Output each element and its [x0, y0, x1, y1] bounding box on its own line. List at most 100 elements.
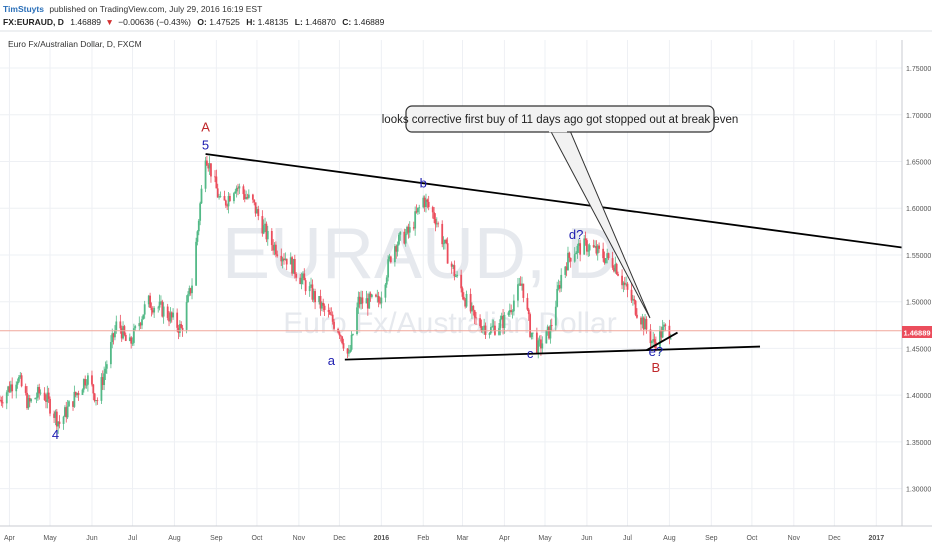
- candle-down: [645, 318, 648, 330]
- time-tick-label: Oct: [251, 535, 262, 542]
- candle-up: [5, 392, 8, 404]
- candle-up: [197, 220, 200, 232]
- candle-down: [527, 309, 530, 315]
- candle-down: [270, 230, 273, 246]
- candle-down: [480, 326, 483, 331]
- candle-down: [592, 245, 595, 248]
- candle-down: [649, 329, 652, 344]
- candle-up: [398, 234, 400, 245]
- candle-up: [238, 186, 241, 189]
- candle-up: [492, 325, 495, 327]
- grid: [0, 40, 902, 526]
- symbol-label[interactable]: FX:EURAUD, D: [3, 17, 64, 27]
- candle-down: [291, 257, 294, 274]
- down-arrow-icon: ▼: [105, 17, 113, 27]
- candle-up: [196, 231, 199, 242]
- close-label: C:: [342, 17, 351, 27]
- candle-down: [322, 302, 325, 306]
- wave-label: B: [652, 360, 661, 375]
- candle-up: [39, 392, 42, 394]
- candle-up: [62, 416, 65, 424]
- candle-up: [376, 295, 379, 297]
- candle-up: [652, 339, 655, 342]
- candle-up: [521, 283, 523, 286]
- candle-down: [168, 317, 170, 322]
- time-tick-label: May: [43, 535, 57, 542]
- candle-down: [327, 310, 330, 312]
- candle-down: [446, 243, 449, 264]
- time-tick-label: Dec: [828, 535, 841, 542]
- wave-label: a: [328, 353, 336, 368]
- candle-down: [361, 297, 364, 304]
- candle-up: [105, 364, 108, 369]
- candle-down: [611, 258, 614, 268]
- candle-down: [461, 288, 464, 297]
- candle-down: [254, 202, 257, 214]
- candle-down: [45, 399, 47, 402]
- candle-down: [65, 407, 68, 418]
- candle-down: [26, 392, 28, 409]
- time-axis[interactable]: Apr May Jun Jul Aug Sep Oct Nov Dec 2016 Feb Mar Apr…: [0, 525, 932, 542]
- author-link[interactable]: TimStuyts: [3, 4, 44, 14]
- candle-down: [598, 245, 600, 249]
- open-value: 1.47525: [209, 17, 240, 27]
- callout[interactable]: looks corrective first buy of 11 days ag…: [382, 105, 739, 319]
- price-axis[interactable]: 1.30000 1.35000 1.40000 1.45000 1.50000 1.550…: [901, 40, 931, 526]
- candle-down: [58, 421, 61, 424]
- candle-down: [124, 334, 127, 341]
- candle-down: [150, 307, 153, 311]
- wave-label: c: [527, 346, 534, 361]
- candle-down: [331, 314, 334, 322]
- header: TimStuyts published on TradingView.com, …: [0, 4, 932, 49]
- candle-down: [161, 301, 164, 317]
- time-tick-label: Mar: [456, 535, 469, 542]
- watermark-symbol: EURAUD, D: [222, 214, 618, 294]
- candle-up: [583, 238, 586, 255]
- candle-down: [519, 283, 522, 286]
- candle-down: [210, 163, 212, 177]
- candle-down: [176, 312, 179, 328]
- candle-up: [575, 252, 577, 255]
- candle-up: [577, 243, 580, 246]
- candle-up: [350, 334, 353, 350]
- candle-down: [329, 311, 331, 315]
- candle-down: [166, 306, 169, 318]
- candle-down: [224, 200, 227, 206]
- candle-down: [630, 289, 633, 301]
- candle-up: [235, 187, 238, 192]
- candle-up: [465, 293, 468, 307]
- candle-up: [300, 278, 303, 285]
- candle-up: [15, 384, 18, 392]
- time-tick-label: Aug: [168, 535, 181, 542]
- trendlines[interactable]: [205, 153, 903, 361]
- candle-down: [253, 199, 256, 203]
- candle-up: [659, 329, 661, 349]
- time-tick-label: Apr: [4, 535, 16, 542]
- candle-down: [568, 252, 571, 258]
- candle-up: [604, 258, 607, 263]
- open-label: O:: [197, 17, 207, 27]
- candle-down: [584, 238, 587, 241]
- candle-up: [76, 393, 78, 396]
- svg-text:FX:EURAUD, D 1.46889: FX:EURAUD, D 1.46889 ▼ −0.00636 (−0.43%)…: [3, 17, 385, 27]
- price-tick-label: 1.50000: [906, 300, 931, 307]
- candle-down: [548, 326, 550, 339]
- candle-up: [46, 392, 49, 402]
- candle-down: [28, 398, 31, 402]
- candle-down: [613, 267, 615, 272]
- candle-down: [0, 399, 3, 403]
- candle-up: [511, 311, 514, 313]
- candle-up: [387, 259, 390, 278]
- candle-up: [7, 386, 10, 393]
- candle-up: [68, 401, 70, 407]
- candle-down: [607, 253, 610, 259]
- candle-down: [377, 295, 380, 303]
- candle-up: [488, 333, 491, 335]
- price-tick-label: 1.65000: [906, 160, 931, 167]
- candle-up: [554, 306, 557, 326]
- candle-down: [280, 255, 283, 262]
- candle-up: [82, 379, 85, 390]
- candle-up: [435, 223, 438, 225]
- candle-down: [633, 299, 636, 301]
